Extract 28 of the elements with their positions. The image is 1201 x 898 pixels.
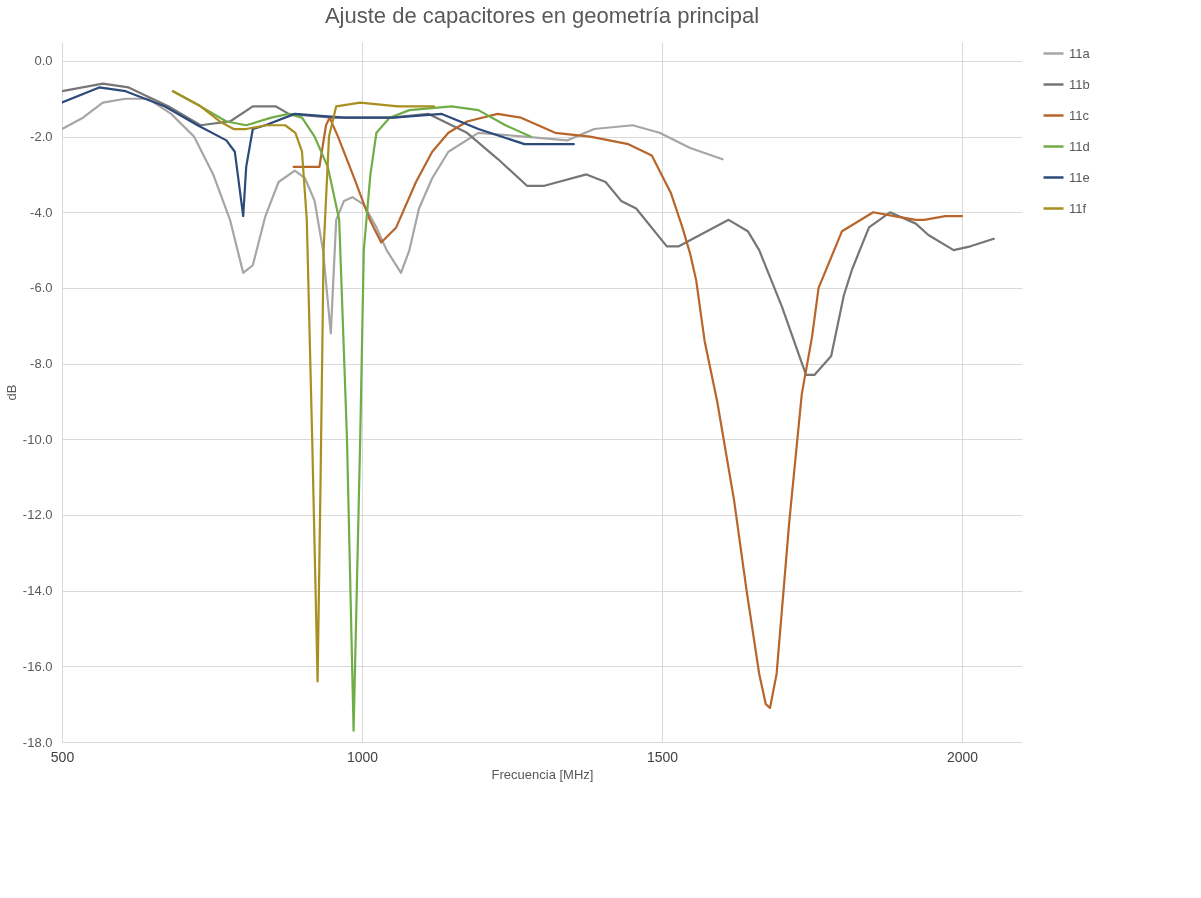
y-tick-label: -14.0 bbox=[22, 583, 53, 599]
y-tick-label: -4.0 bbox=[30, 204, 53, 220]
legend-label: 11d bbox=[1069, 138, 1090, 154]
x-tick-label: 1000 bbox=[346, 748, 379, 765]
y-tick-label: -18.0 bbox=[22, 734, 53, 750]
legend-label: 11f bbox=[1069, 200, 1087, 216]
y-tick-label: -2.0 bbox=[30, 129, 53, 145]
x-tick-label: 2000 bbox=[946, 748, 979, 765]
line-series bbox=[292, 112, 964, 710]
line-series bbox=[62, 97, 724, 335]
x-tick-label: 1500 bbox=[646, 748, 679, 765]
legend-label: 11b bbox=[1069, 76, 1090, 92]
y-tick-label: -12.0 bbox=[22, 507, 53, 523]
legend-label: 11e bbox=[1069, 169, 1090, 185]
x-axis-title: Frecuencia [MHz] bbox=[491, 766, 594, 782]
chart-title: Ajuste de capacitores en geometría principal bbox=[324, 3, 760, 28]
y-tick-label: -16.0 bbox=[22, 658, 53, 674]
line-series bbox=[62, 86, 575, 218]
y-tick-label: -6.0 bbox=[30, 280, 53, 296]
line-series bbox=[171, 90, 436, 683]
y-axis-title: dB bbox=[3, 384, 19, 401]
y-tick-label: -10.0 bbox=[22, 431, 53, 447]
x-tick-label: 500 bbox=[50, 748, 75, 765]
y-tick-label: 0.0 bbox=[34, 53, 53, 69]
line-series bbox=[62, 82, 995, 377]
y-tick-label: -8.0 bbox=[30, 356, 53, 372]
legend-label: 11c bbox=[1069, 107, 1090, 123]
legend-label: 11a bbox=[1069, 45, 1091, 61]
